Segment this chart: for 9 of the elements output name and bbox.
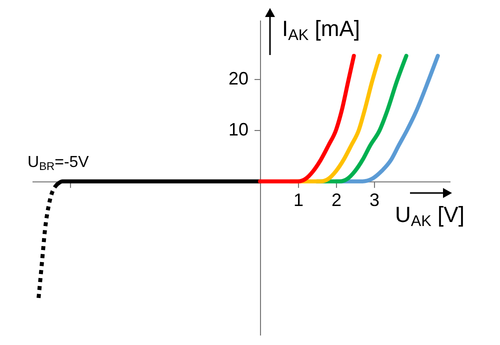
- x-axis-title: U$_{AK}$ [V]: [395, 202, 464, 232]
- annotation: U$_{BR}$=-5V: [28, 154, 89, 174]
- x-tick-label: 2: [331, 190, 342, 210]
- x-tick-label: 1: [293, 190, 304, 210]
- y-axis-title: I$_{AK}$ [mA]: [282, 16, 360, 45]
- y-tick-label: 20: [228, 68, 248, 88]
- y-tick-label: 10: [228, 120, 248, 140]
- x-tick-label: 3: [369, 190, 380, 210]
- line-series: [258, 54, 356, 184]
